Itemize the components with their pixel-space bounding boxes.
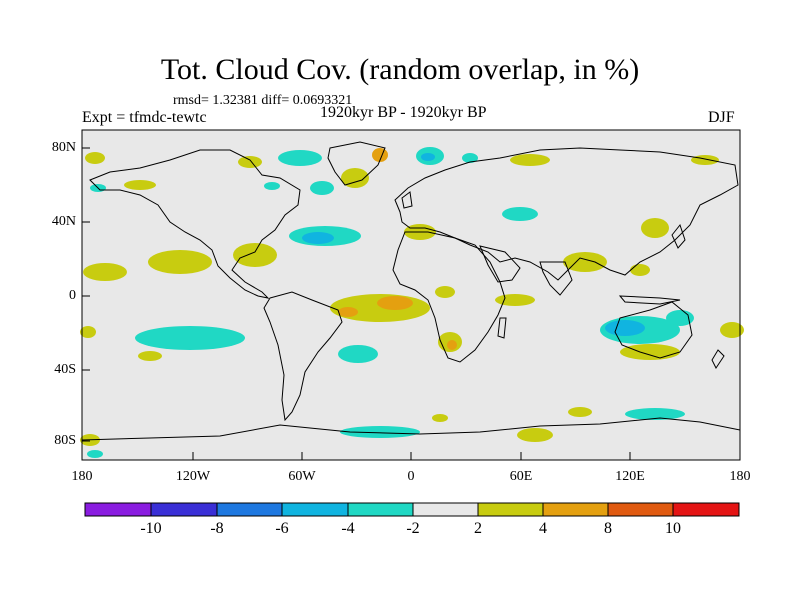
- lat-label: 40N: [51, 214, 76, 229]
- anomaly-patch: [502, 207, 538, 221]
- colorbar-box: [347, 502, 414, 517]
- colorbar-box: [412, 502, 479, 517]
- anomaly-patch: [80, 326, 96, 338]
- anomaly-patch: [517, 428, 553, 442]
- anomaly-patch: [421, 153, 435, 161]
- colorbar-label: 4: [539, 520, 547, 537]
- colorbar-label: 2: [474, 520, 482, 537]
- coastline-india: [539, 261, 573, 296]
- lon-label: 120E: [615, 469, 645, 484]
- anomaly-patch: [462, 153, 478, 163]
- lat-label: 80S: [54, 433, 76, 448]
- anomaly-patch: [691, 155, 719, 165]
- colorbar-label: 8: [604, 520, 612, 537]
- anomaly-patch: [432, 414, 448, 422]
- lat-label: 0: [69, 288, 76, 303]
- anomaly-patch: [341, 168, 369, 188]
- plot-title: Tot. Cloud Cov. (random overlap, in %): [160, 53, 640, 86]
- anomaly-patch: [625, 408, 685, 420]
- lon-label: 180: [71, 469, 93, 484]
- colorbar-box: [477, 502, 544, 517]
- season-label: DJF: [708, 109, 735, 126]
- colorbar-box: [542, 502, 609, 517]
- axis-ticks: [82, 147, 631, 460]
- anomaly-patch: [720, 322, 744, 338]
- lon-label: 180: [729, 469, 751, 484]
- coastline-south-america: [263, 291, 343, 422]
- colorbar: [84, 502, 740, 517]
- anomaly-patch: [278, 150, 322, 166]
- colorbar-label: -8: [210, 520, 224, 537]
- period-label: 1920kyr BP - 1920kyr BP: [320, 104, 487, 121]
- anomaly-patch: [124, 180, 156, 190]
- colorbar-box: [607, 502, 674, 517]
- colorbar-box: [216, 502, 283, 517]
- anomaly-patch: [641, 218, 669, 238]
- coastline-arabia: [479, 245, 521, 283]
- anomaly-patch: [495, 294, 535, 306]
- anomaly-patch: [233, 243, 277, 267]
- coastline-eurasia: [394, 147, 739, 281]
- lat-label: 40S: [54, 362, 76, 377]
- colorbar-box: [150, 502, 218, 517]
- anomaly-patch: [87, 450, 103, 458]
- coastline-japan: [671, 223, 686, 249]
- anomaly-patch: [135, 326, 245, 350]
- anomaly-patch: [568, 407, 592, 417]
- strong-positive-anomalies: [338, 148, 457, 350]
- anomaly-patch: [435, 286, 455, 298]
- anomaly-patch: [340, 426, 420, 438]
- anomaly-patch: [238, 156, 262, 168]
- anomaly-patch: [510, 154, 550, 166]
- coastline-indonesia: [618, 295, 681, 305]
- stats-text: rmsd= 1.32381 diff= 0.0693321: [173, 93, 353, 108]
- experiment-label: Expt = tfmdc-tewtc: [82, 109, 207, 126]
- anomaly-patch: [83, 263, 127, 281]
- anomaly-patch: [310, 181, 334, 195]
- coastline-north-america: [89, 149, 301, 299]
- coastlines: [81, 141, 741, 441]
- lon-label: 60E: [509, 469, 533, 484]
- anomaly-patch: [302, 232, 334, 244]
- anomaly-patch: [605, 320, 645, 336]
- lon-label: 0: [407, 469, 415, 484]
- colorbar-box: [281, 502, 349, 517]
- colorbar-label: -6: [275, 520, 289, 537]
- coastline-madagascar: [497, 317, 507, 339]
- anomaly-patch: [148, 250, 212, 274]
- coastline-antarctica: [81, 417, 741, 441]
- colorbar-label: -2: [406, 520, 420, 537]
- anomaly-patch: [338, 345, 378, 363]
- coastline-greenland: [327, 141, 386, 186]
- positive-anomalies: [80, 152, 744, 446]
- coastline-new-zealand: [711, 349, 725, 369]
- lon-label: 60W: [288, 469, 316, 484]
- anomaly-patch: [338, 307, 358, 317]
- anomaly-patch: [85, 152, 105, 164]
- coastline-uk: [401, 191, 413, 209]
- map-background: [82, 130, 740, 460]
- colorbar-box: [84, 502, 152, 517]
- coastline-australia: [614, 301, 693, 359]
- anomaly-patch: [377, 296, 413, 310]
- coastline-africa: [392, 231, 506, 363]
- anomaly-patch: [447, 340, 457, 350]
- anomaly-patch: [264, 182, 280, 190]
- colorbar-label: -10: [140, 520, 162, 537]
- anomaly-patch: [620, 344, 680, 360]
- lat-label: 80N: [51, 140, 76, 155]
- colorbar-label: 10: [665, 520, 681, 537]
- anomaly-patch: [630, 264, 650, 276]
- anomaly-patch: [138, 351, 162, 361]
- colorbar-box: [672, 502, 740, 517]
- colorbar-label: -4: [341, 520, 355, 537]
- lon-label: 120W: [175, 469, 211, 484]
- anomaly-patch: [563, 252, 607, 272]
